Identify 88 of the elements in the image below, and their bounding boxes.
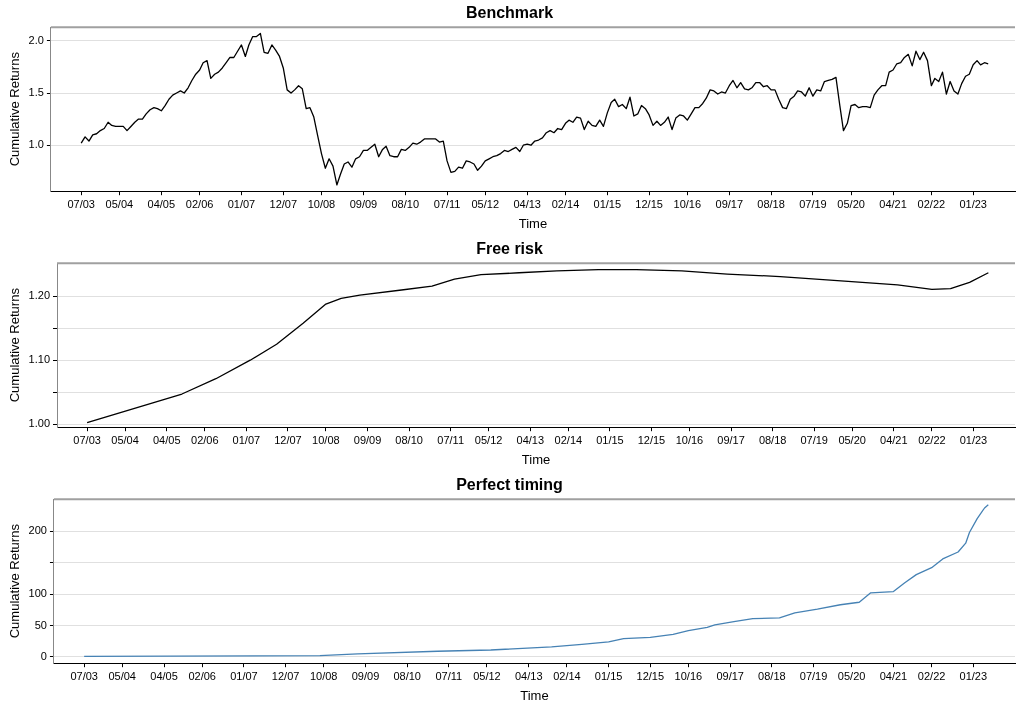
x-tick-label: 12/15	[635, 197, 663, 210]
x-tick-label: 09/17	[717, 433, 745, 446]
x-tick-label: 01/07	[230, 669, 258, 682]
x-tick-label: 01/15	[594, 669, 623, 682]
x-tick-label: 08/18	[758, 433, 787, 446]
x-tick-label: 12/07	[274, 433, 302, 446]
x-tick-label: 10/16	[675, 433, 704, 446]
x-tick-label: 09/09	[349, 197, 378, 210]
x-tick-label: 05/04	[111, 433, 139, 446]
y-tick-label: 1.0	[28, 138, 44, 151]
x-tick-label: 02/22	[918, 433, 946, 446]
x-tick-label: 09/09	[353, 433, 382, 446]
x-tick-label: 01/23	[959, 197, 987, 210]
y-tick-label: 0	[40, 649, 47, 662]
x-tick-label: 08/10	[395, 433, 423, 446]
chart-title: Perfect timing	[456, 476, 563, 494]
x-tick-label: 05/20	[838, 433, 866, 446]
x-tick-label: 05/20	[837, 669, 866, 682]
x-tick-label: 01/15	[593, 197, 622, 210]
x-tick-label: 10/08	[312, 433, 340, 446]
chart-title: Benchmark	[465, 4, 554, 22]
x-tick-label: 02/14	[551, 197, 580, 210]
x-tick-label: 02/22	[917, 669, 946, 682]
x-tick-label: 04/05	[150, 669, 178, 682]
x-axis-title: Time	[520, 687, 549, 703]
x-tick-label: 04/05	[147, 197, 176, 210]
x-axis-title: Time	[518, 215, 548, 231]
x-tick-label: 04/13	[514, 669, 543, 682]
x-tick-label: 12/15	[636, 669, 665, 682]
x-tick-label: 07/03	[70, 669, 98, 682]
y-axis-title: Cumulative Returns	[7, 51, 23, 167]
x-tick-label: 09/17	[715, 197, 744, 210]
x-tick-label: 05/20	[837, 197, 865, 210]
y-axis-title: Cumulative Returns	[7, 287, 23, 403]
x-tick-label: 07/19	[799, 197, 827, 210]
y-tick-label: 1.20	[28, 289, 51, 302]
y-tick-label: 1.00	[28, 417, 51, 430]
x-tick-label: 07/11	[433, 197, 461, 210]
chart-title: Free risk	[476, 240, 543, 258]
x-tick-label: 10/08	[307, 197, 336, 210]
x-tick-label: 01/07	[227, 197, 256, 210]
y-tick-label: 1.10	[28, 353, 51, 366]
x-tick-label: 12/07	[271, 669, 300, 682]
y-tick-label: 100	[28, 587, 47, 600]
x-tick-label: 07/11	[435, 669, 463, 682]
x-tick-label: 04/21	[879, 197, 907, 210]
x-tick-label: 08/18	[757, 197, 785, 210]
x-tick-label: 07/19	[800, 433, 828, 446]
x-tick-label: 02/22	[917, 197, 946, 210]
x-tick-label: 05/12	[473, 669, 501, 682]
x-tick-label: 08/10	[393, 669, 421, 682]
y-tick-label: 50	[34, 618, 47, 631]
y-tick-label: 2.0	[28, 33, 44, 46]
x-tick-label: 01/07	[232, 433, 261, 446]
x-tick-label: 04/05	[152, 433, 181, 446]
x-tick-label: 09/17	[716, 669, 744, 682]
x-tick-label: 08/18	[758, 669, 786, 682]
x-tick-label: 04/21	[879, 669, 908, 682]
y-axis-title: Cumulative Returns	[7, 523, 23, 639]
x-tick-label: 07/11	[437, 433, 465, 446]
x-tick-label: 02/06	[188, 669, 216, 682]
x-tick-label: 10/16	[673, 197, 702, 210]
y-tick-label: 200	[28, 524, 47, 537]
x-tick-label: 04/21	[880, 433, 908, 446]
y-tick-label: 1.5	[28, 86, 44, 99]
x-tick-label: 07/03	[73, 433, 101, 446]
x-tick-label: 05/12	[471, 197, 500, 210]
x-tick-label: 05/12	[474, 433, 503, 446]
x-tick-label: 05/04	[105, 197, 134, 210]
x-tick-label: 01/23	[959, 669, 988, 682]
x-tick-label: 02/14	[554, 433, 583, 446]
x-tick-label: 10/16	[674, 669, 703, 682]
x-tick-label: 09/09	[351, 669, 380, 682]
x-tick-label: 05/04	[108, 669, 136, 682]
x-tick-label: 12/15	[637, 433, 666, 446]
x-tick-label: 07/03	[67, 197, 95, 210]
x-tick-label: 02/14	[553, 669, 581, 682]
x-tick-label: 04/13	[516, 433, 545, 446]
x-tick-label: 02/06	[191, 433, 219, 446]
x-tick-label: 01/23	[959, 433, 988, 446]
x-axis-title: Time	[521, 451, 551, 467]
x-tick-label: 08/10	[391, 197, 419, 210]
x-tick-label: 07/19	[799, 669, 828, 682]
x-tick-label: 12/07	[269, 197, 298, 210]
x-tick-label: 01/15	[596, 433, 624, 446]
x-tick-label: 02/06	[185, 197, 214, 210]
x-tick-label: 04/13	[513, 197, 541, 210]
x-tick-label: 10/08	[309, 669, 338, 682]
